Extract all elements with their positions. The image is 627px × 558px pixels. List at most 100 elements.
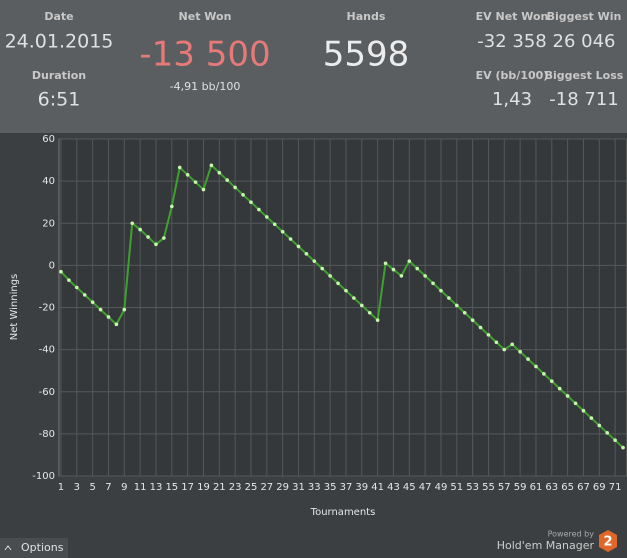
data-point (185, 173, 190, 177)
x-tick-label: 63 (545, 482, 558, 493)
x-tick-label: 71 (609, 482, 622, 493)
x-tick-label: 17 (181, 482, 194, 493)
data-point (272, 222, 277, 227)
data-point (249, 200, 253, 204)
stat-value: -18 711 (549, 89, 618, 110)
x-tick-label: 45 (403, 482, 416, 493)
x-axis-title: Tournaments (310, 507, 376, 518)
data-point (170, 204, 174, 209)
data-point (288, 237, 293, 241)
options-label[interactable]: Options (21, 541, 64, 554)
x-tick-label: 69 (593, 482, 606, 493)
stat-value: 24.01.2015 (5, 31, 114, 53)
data-point (154, 242, 158, 247)
stat-sub: -4,91 bb/100 (170, 80, 241, 93)
stat-value: -13 500 (139, 35, 270, 75)
stat-label: EV (bb/100) (476, 69, 549, 82)
x-tick-label: 29 (276, 482, 289, 493)
data-point (462, 310, 467, 315)
x-tick-label: 3 (74, 482, 80, 493)
y-tick-label: -40 (39, 345, 55, 356)
data-point (510, 342, 515, 347)
x-tick-label: 15 (165, 482, 178, 493)
stat-value: 1,43 (492, 89, 532, 110)
data-point (518, 349, 522, 354)
data-point (177, 165, 182, 170)
y-tick-label: 40 (42, 176, 55, 187)
x-tick-label: 1 (58, 482, 64, 493)
x-tick-label: 41 (371, 482, 384, 493)
x-tick-label: 5 (89, 482, 95, 493)
data-point (542, 372, 546, 376)
data-point (486, 333, 491, 337)
stat-label: Hands (347, 10, 386, 23)
data-point (431, 281, 435, 286)
stat-label: Biggest Loss (545, 69, 624, 82)
y-tick-label: -20 (39, 303, 55, 314)
x-tick-label: 59 (514, 482, 527, 493)
data-point (82, 293, 87, 297)
x-tick-label: 7 (105, 482, 111, 493)
data-point (98, 307, 103, 312)
data-point (193, 180, 198, 184)
data-point (581, 408, 586, 413)
stat-label: Net Won (179, 10, 232, 23)
data-point (90, 300, 95, 305)
data-point (336, 281, 340, 286)
brand: Hold'em Manager (497, 539, 595, 552)
x-tick-label: 23 (229, 482, 242, 493)
brand-number: 2 (603, 535, 612, 550)
powered-by: Powered by (548, 530, 595, 539)
stat-label: Date (44, 10, 73, 23)
x-tick-label: 25 (245, 482, 258, 493)
x-tick-label: 27 (260, 482, 273, 493)
y-tick-label: -100 (32, 471, 55, 482)
data-point (534, 364, 538, 369)
data-point (549, 379, 554, 384)
data-point (257, 207, 261, 212)
data-point (367, 310, 372, 315)
data-point (494, 340, 499, 345)
data-point (209, 163, 214, 168)
x-tick-label: 57 (498, 482, 511, 493)
stat-label: Duration (32, 69, 86, 82)
data-point (391, 267, 396, 272)
data-point (67, 278, 71, 282)
x-tick-label: 49 (435, 482, 448, 493)
stat-value: -32 358 (477, 31, 546, 52)
x-tick-label: 47 (419, 482, 432, 493)
data-point (375, 318, 380, 322)
data-point (573, 401, 578, 406)
x-tick-label: 9 (121, 482, 127, 493)
data-point (470, 318, 475, 322)
stat-label: EV Net Won (476, 10, 549, 23)
y-axis-title: Net Winnings (9, 274, 20, 341)
data-point (162, 236, 166, 240)
data-point (344, 288, 348, 293)
stat-value: 5598 (323, 35, 410, 75)
options-button[interactable] (0, 538, 68, 558)
x-tick-label: 55 (482, 482, 495, 493)
data-point (454, 303, 459, 308)
data-point (130, 221, 135, 226)
data-point (360, 303, 364, 308)
stat-value: 6:51 (38, 89, 81, 111)
data-point (106, 315, 111, 319)
data-point (304, 251, 309, 256)
x-tick-label: 19 (197, 482, 210, 493)
data-point (439, 288, 443, 293)
data-point (114, 322, 119, 327)
stats-panel (0, 0, 627, 133)
data-point (415, 266, 420, 271)
y-tick-label: 60 (42, 134, 55, 145)
data-point (59, 269, 63, 274)
data-point (399, 274, 404, 278)
series-line (60, 163, 624, 449)
data-point (296, 244, 301, 249)
stat-label: Biggest Win (547, 10, 622, 23)
x-tick-label: 61 (530, 482, 543, 493)
data-point (478, 325, 483, 330)
data-point (352, 296, 356, 300)
data-point (217, 170, 222, 175)
